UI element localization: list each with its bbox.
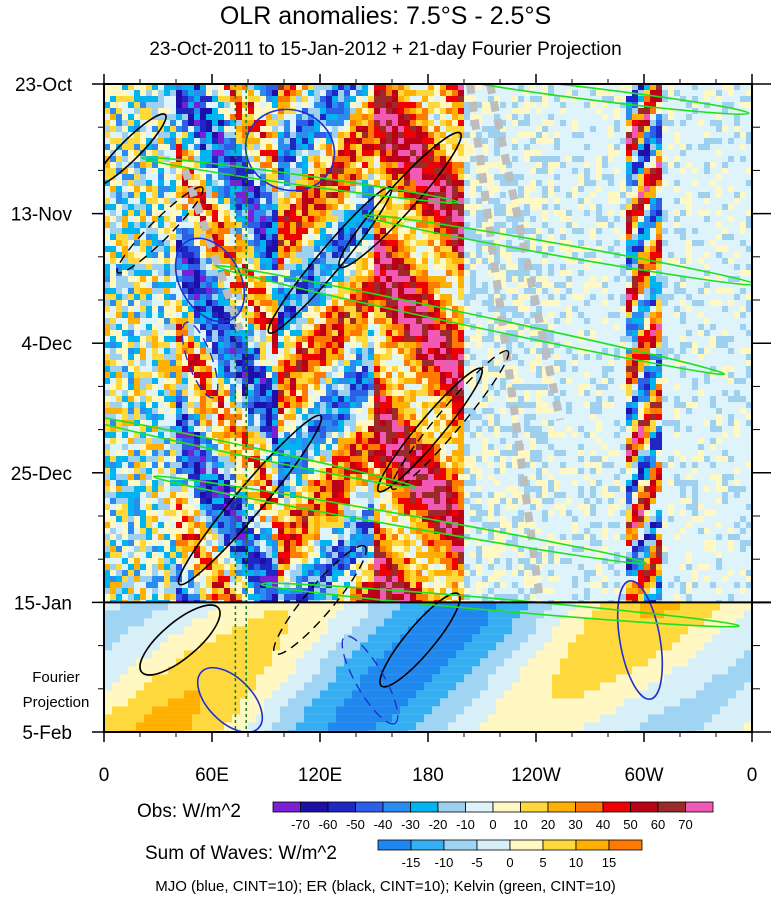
- obs-colorbar-box: [465, 801, 494, 813]
- x-tick-label: 60W: [624, 765, 663, 786]
- chart-subtitle: 23-Oct-2011 to 15-Jan-2012 + 21-day Four…: [149, 39, 622, 60]
- obs-colorbar-level: 60: [651, 817, 665, 832]
- er-wave-contour: [379, 592, 461, 688]
- obs-colorbar-level: 40: [596, 817, 610, 832]
- waves-colorbar-level: 10: [569, 855, 583, 870]
- y-tick-label: 23-Oct: [15, 75, 73, 96]
- obs-colorbar-box: [630, 801, 659, 813]
- kelvin-contour: [152, 475, 648, 565]
- waves-colorbar-level: 15: [602, 855, 616, 870]
- obs-colorbar-level: -60: [319, 817, 338, 832]
- obs-colorbar-box: [492, 801, 521, 813]
- x-tick-label: 120W: [511, 765, 561, 786]
- olr-anomaly-field: [104, 84, 752, 732]
- waves-colorbar-box: [377, 839, 412, 851]
- missing-data-streak: [466, 84, 544, 601]
- obs-colorbar-box: [575, 801, 604, 813]
- obs-colorbar-box: [657, 801, 686, 813]
- projection-label-line1: Fourier: [32, 669, 80, 686]
- kelvin-contour: [450, 84, 750, 116]
- obs-colorbar-box: [437, 801, 466, 813]
- obs-colorbar-box: [300, 801, 329, 813]
- y-tick-label: 4-Dec: [21, 334, 72, 355]
- x-tick-label: 60E: [195, 765, 229, 786]
- obs-colorbar-box: [685, 801, 714, 813]
- x-tick-label: 0: [747, 765, 758, 786]
- obs-colorbar-level: -50: [346, 817, 365, 832]
- obs-colorbar-level: 70: [678, 817, 692, 832]
- obs-colorbar-box: [520, 801, 549, 813]
- waves-colorbar-box: [575, 839, 610, 851]
- obs-colorbar-box: [382, 801, 411, 813]
- er-wave-contour: [177, 414, 323, 586]
- x-tick-label: 120E: [298, 765, 342, 786]
- obs-colorbar-level: -40: [374, 817, 393, 832]
- x-tick-label: 180: [412, 765, 444, 786]
- chart-title: OLR anomalies: 7.5°S - 2.5°S: [219, 2, 552, 30]
- waves-colorbar-label: Sum of Waves: W/m^2: [145, 843, 337, 864]
- waves-colorbar-box: [542, 839, 577, 851]
- waves-colorbar-box: [410, 839, 445, 851]
- obs-colorbar-box: [272, 801, 301, 813]
- mjo-contour-negative: [341, 635, 399, 725]
- mjo-contour: [244, 108, 336, 192]
- obs-colorbar-level: -20: [429, 817, 448, 832]
- y-tick-label: 15-Jan: [14, 593, 72, 614]
- obs-colorbar-box: [602, 801, 631, 813]
- obs-colorbar-level: 30: [568, 817, 582, 832]
- mjo-contour: [616, 580, 664, 700]
- waves-colorbar-box: [443, 839, 478, 851]
- er-wave-contour-negative: [116, 186, 204, 274]
- mjo-contour-negative: [181, 321, 219, 399]
- er-wave-contour: [267, 186, 393, 334]
- obs-colorbar-level: 0: [489, 817, 496, 832]
- obs-colorbar-box: [547, 801, 576, 813]
- obs-colorbar-level: -70: [291, 817, 310, 832]
- waves-colorbar-level: 5: [539, 855, 546, 870]
- obs-colorbar-box: [355, 801, 384, 813]
- x-tick-label: 0: [99, 765, 110, 786]
- obs-colorbar-box: [410, 801, 439, 813]
- er-wave-contour: [104, 113, 167, 187]
- kelvin-contour: [260, 582, 740, 628]
- waves-colorbar-level: -10: [435, 855, 454, 870]
- y-tick-label: 25-Dec: [11, 464, 72, 485]
- waves-colorbar-level: 0: [506, 855, 513, 870]
- obs-colorbar-label: Obs: W/m^2: [137, 801, 241, 822]
- kelvin-contour: [362, 213, 752, 287]
- obs-colorbar-level: -10: [456, 817, 475, 832]
- waves-colorbar-box: [476, 839, 511, 851]
- kelvin-contour: [140, 156, 460, 204]
- obs-colorbar-level: -30: [401, 817, 420, 832]
- waves-colorbar-box: [608, 839, 643, 851]
- waves-colorbar-level: -15: [402, 855, 421, 870]
- obs-colorbar-box: [327, 801, 356, 813]
- er-wave-contour-negative: [390, 349, 510, 491]
- waves-colorbar-level: -5: [471, 855, 483, 870]
- er-wave-contour-negative: [273, 544, 367, 656]
- obs-colorbar-level: 50: [623, 817, 637, 832]
- chart-footer: MJO (blue, CINT=10); ER (black, CINT=10)…: [155, 878, 616, 895]
- kelvin-contour: [214, 264, 726, 376]
- y-tick-label: 13-Nov: [11, 205, 73, 226]
- y-tick-label: 5-Feb: [22, 723, 72, 744]
- missing-data-streak: [486, 84, 564, 421]
- projection-label-line2: Projection: [22, 694, 90, 711]
- obs-colorbar-level: 10: [513, 817, 527, 832]
- waves-colorbar-box: [509, 839, 544, 851]
- er-wave-contour: [139, 604, 221, 676]
- obs-colorbar-level: 20: [541, 817, 555, 832]
- kelvin-contour: [104, 411, 417, 489]
